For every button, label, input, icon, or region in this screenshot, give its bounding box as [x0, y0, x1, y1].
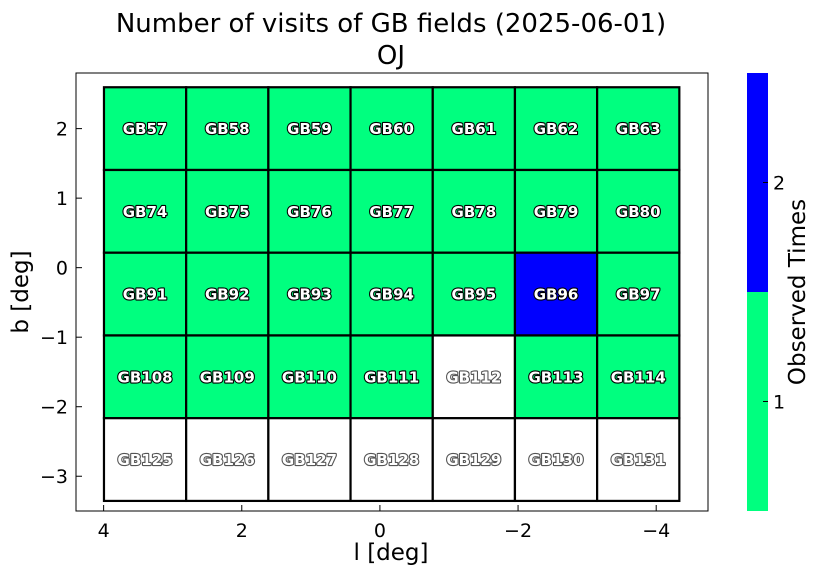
x-tick-label: −2 — [504, 520, 532, 542]
y-tick-label: 1 — [56, 188, 68, 210]
colorbar-tick-label: 2 — [773, 173, 785, 195]
heatmap-cell-gb80 — [596, 168, 681, 254]
cell-label-gb108: GB108 — [118, 368, 173, 386]
cell-label-gb109: GB109 — [200, 368, 255, 386]
y-tick-label: −2 — [40, 397, 68, 419]
colorbar-tick-label: 1 — [773, 392, 785, 414]
heatmap-cell-gb125 — [102, 417, 188, 503]
cell-label-gb63: GB63 — [616, 120, 661, 138]
heatmap-cell-gb96 — [513, 251, 599, 337]
heatmap-cell-gb63 — [596, 86, 681, 172]
cell-label-gb129: GB129 — [446, 451, 501, 469]
cell-label-gb125: GB125 — [118, 451, 173, 469]
heatmap-cell-gb108 — [102, 334, 188, 420]
cell-label-gb114: GB114 — [611, 368, 666, 386]
heatmap-cell-gb131 — [596, 417, 681, 503]
cell-label-gb126: GB126 — [200, 451, 255, 469]
x-axis-ticks: 4 2 0 −2 −4 — [98, 505, 670, 542]
heatmap-cell-gb62 — [513, 86, 599, 172]
heatmap-cell-gb92 — [185, 251, 270, 337]
x-tick-label: 2 — [236, 520, 248, 542]
cell-label-gb112: GB112 — [446, 368, 501, 386]
colorbar-segment — [747, 73, 768, 292]
y-tick-label: −3 — [40, 466, 68, 488]
heatmap-cell-labels: GB57 GB58 GB59 GB60 GB61 GB62 GB63 GB74 GB75 GB76… — [116, 119, 666, 470]
cell-label-gb96: GB96 — [534, 286, 579, 304]
x-tick-label: −4 — [642, 520, 670, 542]
heatmap-cell-gb112 — [431, 334, 517, 420]
chart-subtitle: OJ — [377, 41, 405, 71]
x-axis-label: l [deg] — [354, 540, 429, 566]
heatmap-cell-gb109 — [185, 334, 270, 420]
heatmap-cell-gb91 — [102, 251, 188, 337]
cell-label-gb128: GB128 — [364, 451, 419, 469]
y-axis-label: b [deg] — [8, 250, 34, 333]
cell-label-gb76: GB76 — [287, 203, 332, 221]
heatmap-cell-gb75 — [185, 168, 270, 254]
heatmap-cell-gb113 — [513, 334, 599, 420]
cell-label-gb95: GB95 — [452, 286, 497, 304]
y-tick-label: −1 — [40, 327, 68, 349]
colorbar-segment — [747, 292, 768, 511]
y-axis-ticks: 2 1 0 −1 −2 −3 — [40, 119, 82, 488]
heatmap-cells — [102, 86, 681, 503]
cell-label-gb113: GB113 — [529, 368, 584, 386]
cell-label-gb62: GB62 — [534, 120, 579, 138]
cell-label-gb60: GB60 — [369, 120, 414, 138]
cell-label-gb97: GB97 — [616, 286, 661, 304]
cell-label-gb130: GB130 — [529, 451, 584, 469]
cell-label-gb110: GB110 — [282, 368, 337, 386]
cell-label-gb58: GB58 — [205, 120, 250, 138]
y-tick-label: 0 — [56, 258, 68, 280]
cell-label-gb61: GB61 — [452, 120, 497, 138]
plot-frame — [75, 72, 709, 512]
cell-label-gb79: GB79 — [534, 203, 579, 221]
cell-label-gb74: GB74 — [123, 203, 168, 221]
cell-label-gb94: GB94 — [369, 286, 414, 304]
heatmap-cell-gb78 — [431, 168, 517, 254]
cell-label-gb93: GB93 — [287, 286, 332, 304]
cell-label-gb57: GB57 — [123, 120, 168, 138]
cell-label-gb92: GB92 — [205, 286, 250, 304]
cell-label-gb111: GB111 — [364, 368, 419, 386]
x-tick-label: 4 — [98, 520, 110, 542]
cell-label-gb127: GB127 — [282, 451, 337, 469]
cell-label-gb131: GB131 — [611, 451, 666, 469]
heatmap-cell-gb128 — [349, 417, 434, 503]
x-tick-label: 0 — [374, 520, 386, 542]
cell-label-gb75: GB75 — [205, 203, 250, 221]
cell-label-gb78: GB78 — [452, 203, 497, 221]
y-tick-label: 2 — [56, 119, 68, 141]
cell-label-gb59: GB59 — [287, 120, 332, 138]
colorbar: 12 — [747, 73, 785, 511]
heatmap-cell-gb127 — [267, 417, 352, 503]
chart-title: Number of visits of GB fields (2025-06-0… — [116, 9, 666, 39]
heatmap-cell-gb93 — [267, 251, 352, 337]
colorbar-label: Observed Times — [785, 199, 811, 385]
heatmap-cell-gb77 — [349, 168, 434, 254]
heatmap-cell-gb126 — [185, 417, 270, 503]
cell-label-gb77: GB77 — [369, 203, 414, 221]
heatmap-cell-gb74 — [102, 168, 188, 254]
cell-label-gb80: GB80 — [616, 203, 661, 221]
heatmap-cell-gb60 — [349, 86, 434, 172]
cell-label-gb91: GB91 — [123, 286, 168, 304]
